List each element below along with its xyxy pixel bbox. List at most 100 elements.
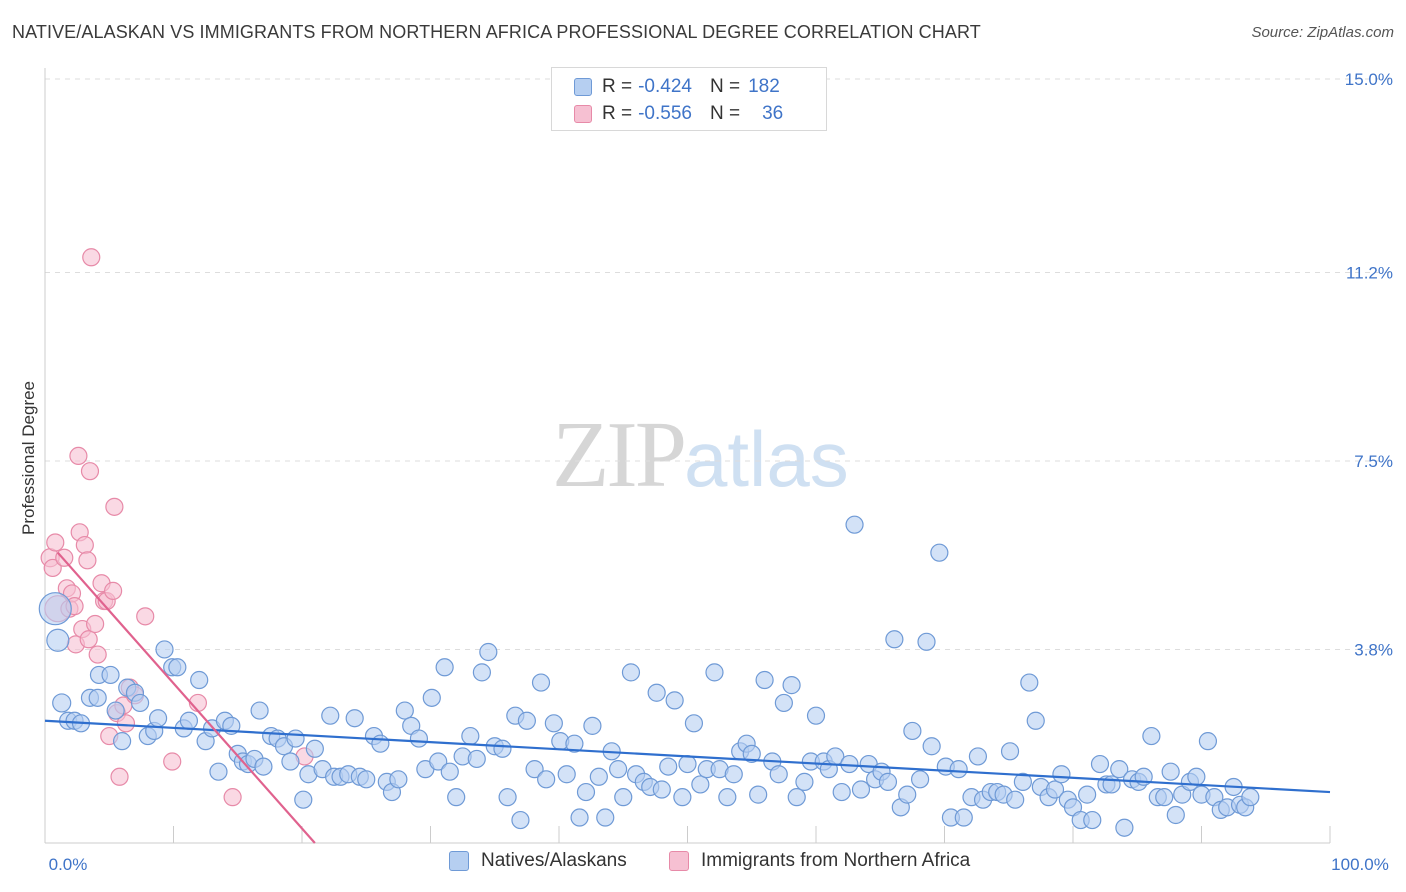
data-point-natives bbox=[1078, 785, 1097, 804]
data-point-natives bbox=[472, 663, 491, 682]
data-point-natives bbox=[435, 658, 454, 677]
data-point-northern-africa bbox=[75, 535, 94, 555]
data-point-natives bbox=[46, 628, 70, 652]
data-point-natives bbox=[190, 670, 209, 690]
data-point-natives bbox=[557, 765, 576, 784]
data-point-natives bbox=[1115, 818, 1134, 837]
data-point-northern-africa bbox=[43, 558, 62, 578]
data-point-natives bbox=[101, 665, 120, 685]
data-point-natives bbox=[38, 592, 72, 626]
data-point-natives bbox=[305, 739, 324, 758]
data-point-northern-africa bbox=[86, 614, 105, 634]
data-point-natives bbox=[922, 737, 941, 756]
data-point-natives bbox=[429, 752, 448, 771]
data-point-northern-africa bbox=[88, 645, 107, 664]
data-point-natives bbox=[755, 670, 774, 690]
data-point-natives bbox=[1026, 711, 1045, 730]
trend-line-natives bbox=[44, 719, 1331, 794]
data-point-natives bbox=[806, 706, 826, 725]
data-point-natives bbox=[570, 808, 589, 827]
watermark-zip: ZIP bbox=[552, 403, 687, 507]
data-point-natives bbox=[130, 693, 150, 713]
data-point-natives bbox=[659, 757, 678, 776]
data-point-northern-africa bbox=[223, 788, 242, 807]
data-point-natives bbox=[795, 772, 814, 791]
data-point-natives bbox=[511, 810, 530, 830]
data-point-natives bbox=[148, 709, 168, 728]
data-point-natives bbox=[1052, 765, 1071, 784]
data-point-natives bbox=[395, 701, 414, 720]
data-point-northern-africa bbox=[46, 533, 65, 552]
data-point-natives bbox=[885, 630, 904, 649]
data-point-natives bbox=[371, 734, 390, 753]
data-point-natives bbox=[647, 683, 666, 702]
data-point-natives bbox=[531, 673, 551, 692]
legend-label-northern-africa: Immigrants from Northern Africa bbox=[701, 850, 971, 871]
data-point-natives bbox=[1013, 772, 1032, 791]
data-point-natives bbox=[357, 770, 376, 789]
data-point-natives bbox=[1006, 790, 1025, 809]
data-point-natives bbox=[718, 788, 737, 807]
series-legend: Natives/Alaskans Immigrants from Norther… bbox=[0, 850, 1406, 878]
data-point-natives bbox=[1090, 754, 1110, 774]
data-point-natives bbox=[286, 729, 305, 748]
data-point-natives bbox=[1142, 726, 1161, 746]
data-point-natives bbox=[949, 760, 968, 779]
legend-swatch-natives bbox=[449, 851, 469, 871]
data-point-natives bbox=[321, 706, 340, 725]
x-tick-label: 0.0% bbox=[49, 855, 88, 874]
legend-r-value: -0.556 bbox=[638, 103, 692, 124]
data-point-natives bbox=[106, 701, 125, 720]
data-point-natives bbox=[691, 775, 710, 794]
data-point-northern-africa bbox=[110, 767, 129, 786]
zipatlas-watermark: ZIPatlas bbox=[552, 400, 849, 509]
data-point-natives bbox=[782, 676, 801, 695]
data-point-natives bbox=[112, 732, 132, 751]
data-point-natives bbox=[903, 721, 922, 741]
data-point-natives bbox=[1161, 762, 1180, 781]
legend-item-northern-africa: Immigrants from Northern Africa bbox=[669, 850, 970, 872]
data-point-natives bbox=[917, 632, 936, 651]
watermark-atlas: atlas bbox=[684, 415, 849, 503]
data-point-natives bbox=[254, 757, 273, 776]
data-point-natives bbox=[724, 765, 743, 784]
data-point-natives bbox=[596, 808, 615, 827]
data-point-natives bbox=[968, 747, 988, 766]
data-point-natives bbox=[589, 767, 608, 786]
legend-r-label: R = bbox=[602, 76, 633, 97]
data-point-natives bbox=[461, 726, 480, 746]
data-point-natives bbox=[565, 734, 584, 753]
data-point-natives bbox=[845, 515, 864, 534]
source-label: Source: ZipAtlas.com bbox=[1251, 24, 1394, 41]
data-point-natives bbox=[1241, 788, 1260, 807]
data-point-natives bbox=[769, 765, 788, 784]
trend-lines bbox=[44, 551, 1331, 844]
data-point-natives bbox=[1000, 742, 1020, 761]
data-point-natives bbox=[168, 658, 187, 677]
data-point-natives bbox=[787, 788, 806, 807]
data-point-natives bbox=[155, 640, 174, 659]
data-point-natives bbox=[878, 772, 898, 791]
data-point-northern-africa bbox=[79, 630, 98, 649]
data-point-natives bbox=[498, 788, 517, 807]
tick-labels: 3.8% 7.5% 11.2% 15.0% 0.0% 100.0% bbox=[49, 70, 1393, 874]
data-point-natives bbox=[898, 785, 917, 804]
data-point-northern-africa bbox=[136, 607, 155, 626]
data-point-natives bbox=[1155, 788, 1174, 807]
axes bbox=[44, 68, 1331, 844]
data-point-northern-africa bbox=[116, 714, 136, 733]
data-point-natives bbox=[544, 714, 563, 733]
legend-swatch-northern-africa bbox=[669, 851, 689, 871]
legend-n-label: N = bbox=[709, 76, 741, 97]
data-point-natives bbox=[1166, 805, 1185, 825]
correlation-legend: R = -0.424 N = 182 R = -0.556 N = 36 bbox=[551, 67, 827, 131]
data-point-natives bbox=[1110, 760, 1129, 779]
data-point-natives bbox=[479, 642, 498, 662]
data-point-natives bbox=[774, 693, 793, 713]
legend-item-natives: Natives/Alaskans bbox=[449, 850, 627, 872]
data-point-natives bbox=[749, 785, 768, 804]
data-point-natives bbox=[537, 770, 556, 789]
data-point-natives bbox=[910, 770, 930, 789]
legend-n-label: N = bbox=[709, 103, 741, 124]
data-point-natives bbox=[1045, 780, 1065, 799]
